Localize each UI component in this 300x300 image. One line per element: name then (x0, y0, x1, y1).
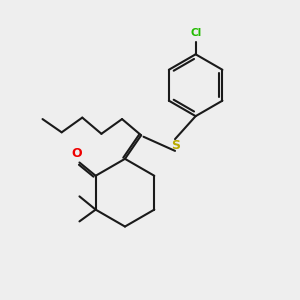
Text: S: S (171, 139, 180, 152)
Text: O: O (71, 147, 82, 160)
Text: Cl: Cl (190, 28, 201, 38)
